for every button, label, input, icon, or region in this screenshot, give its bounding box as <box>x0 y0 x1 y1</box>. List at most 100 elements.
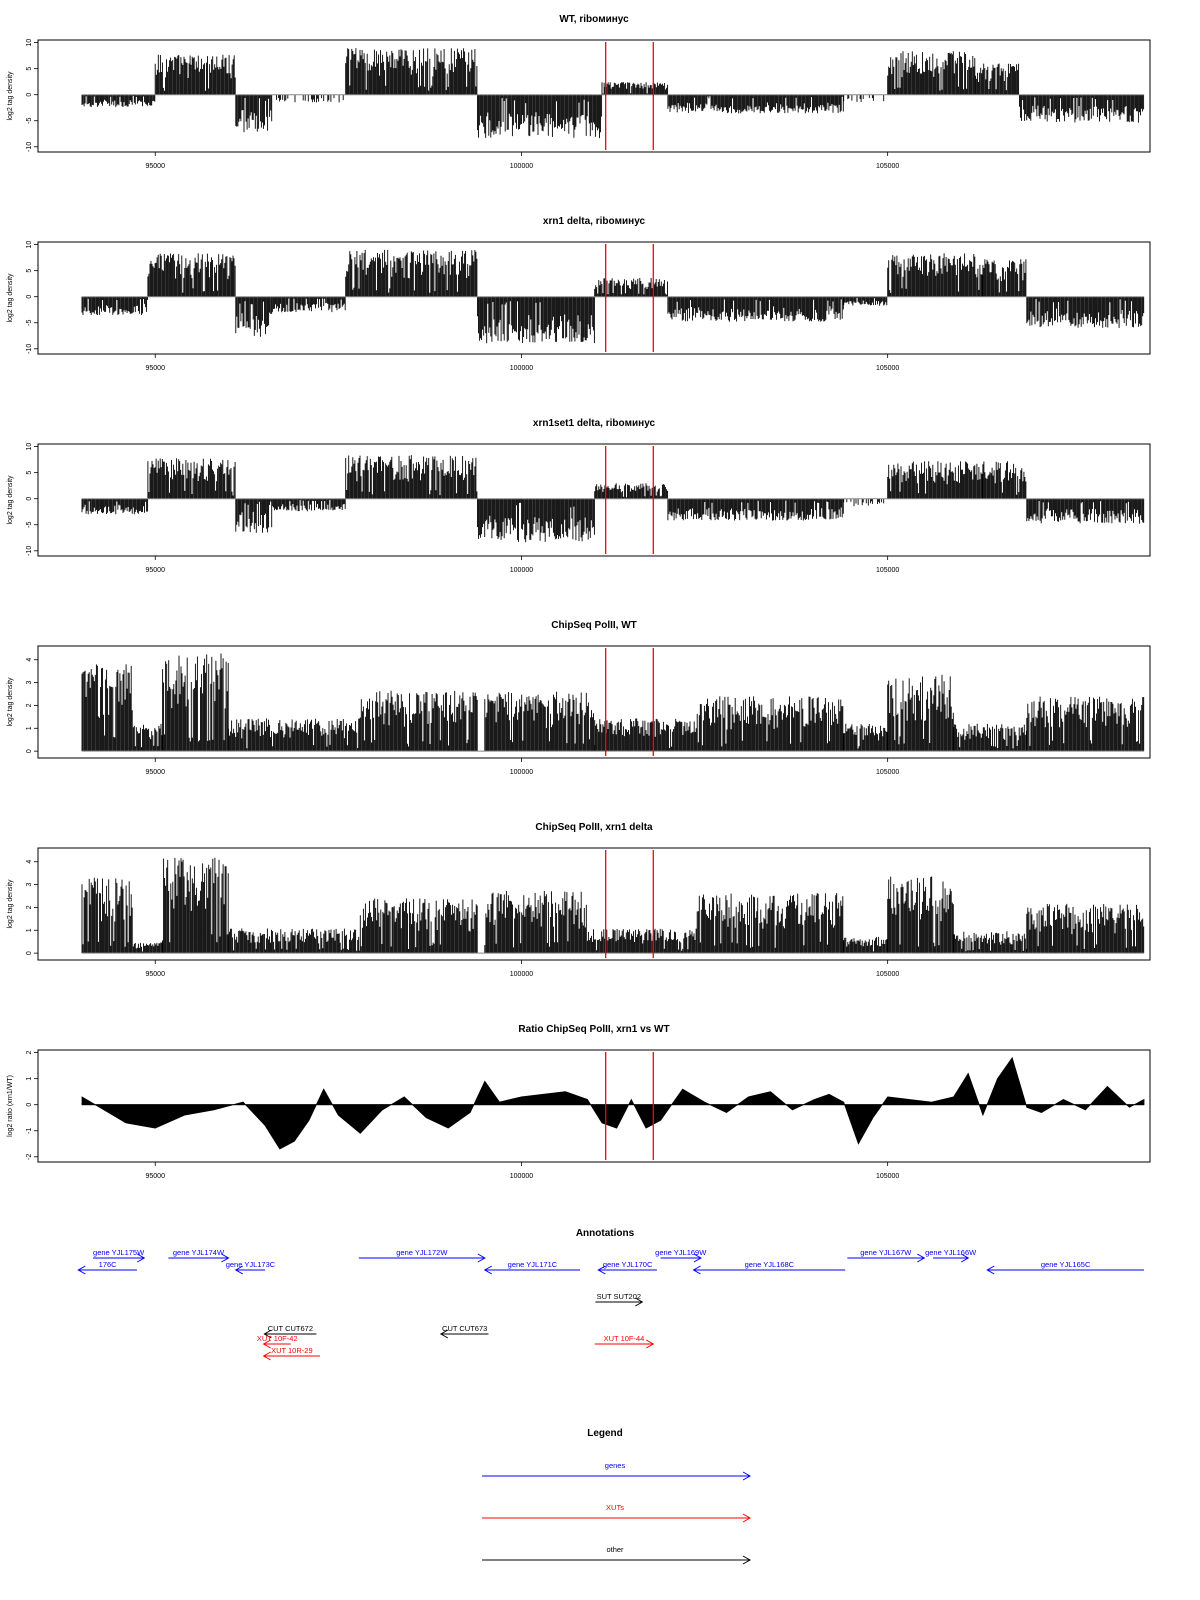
strand-arrow-icon <box>692 1265 701 1275</box>
annotation-feature: XUT 10F-44 <box>594 1334 655 1349</box>
y-tick-label: 2 <box>26 1051 33 1055</box>
annotation-feature: gene YJL165C <box>986 1260 1144 1275</box>
annotation-feature: CUT CUT673 <box>439 1324 489 1339</box>
y-tick-label: 2 <box>26 905 33 909</box>
feature-label: gene YJL168C <box>745 1260 795 1269</box>
x-tick-label: 100000 <box>510 769 533 776</box>
x-tick-label: 95000 <box>146 163 166 170</box>
feature-label: gene YJL172W <box>396 1248 448 1257</box>
x-tick-label: 95000 <box>146 971 166 978</box>
density-bars <box>81 48 1145 139</box>
y-tick-label: 0 <box>26 1103 33 1107</box>
strand-arrow-icon <box>77 1265 86 1275</box>
y-tick-label: 1 <box>26 1077 33 1081</box>
y-tick-label: 4 <box>26 860 33 864</box>
panel-title: Ratio ChipSeq PolII, xrn1 vs WT <box>518 1024 669 1035</box>
annotation-feature: gene YJL168C <box>692 1260 846 1275</box>
legend-label: XUTs <box>606 1503 624 1512</box>
x-tick-label: 95000 <box>146 769 166 776</box>
strand-arrow-icon <box>986 1265 995 1275</box>
x-tick-label: 95000 <box>146 1173 166 1180</box>
legend-label: other <box>606 1545 624 1554</box>
data-series <box>81 1056 1145 1150</box>
chart-panel: WT, riboминус log2 tag density -10 -5 0 5 10 95… <box>7 14 1151 170</box>
x-tick-label: 100000 <box>510 567 533 574</box>
annotation-feature: gene YJL174W <box>168 1248 230 1263</box>
x-tick-label: 105000 <box>876 971 899 978</box>
density-bars <box>81 653 1145 752</box>
strand-arrow-icon <box>477 1253 486 1263</box>
strand-arrow-icon <box>635 1297 644 1307</box>
strand-arrow-icon <box>439 1329 449 1339</box>
strand-arrow-icon <box>263 1329 272 1339</box>
feature-label: SUT SUT202 <box>597 1292 641 1301</box>
x-tick-label: 105000 <box>876 365 899 372</box>
x-tick-label: 95000 <box>146 365 166 372</box>
x-tick-label: 105000 <box>876 769 899 776</box>
y-axis-label: log2 tag density <box>7 71 14 121</box>
legend-title: Legend <box>587 1428 623 1439</box>
strand-arrow-icon <box>646 1339 655 1349</box>
y-tick-label: 4 <box>26 658 33 662</box>
legend-section: Legend genes XUTs other <box>482 1428 752 1565</box>
feature-label: gene YJL170C <box>603 1260 653 1269</box>
y-tick-label: -5 <box>26 320 33 326</box>
feature-label: XUT 10F-44 <box>604 1334 645 1343</box>
feature-label: gene YJL169W <box>655 1248 707 1257</box>
density-bars <box>81 857 1145 954</box>
panel-title: xrn1set1 delta, riboминус <box>533 418 656 429</box>
chart-panel: Ratio ChipSeq PolII, xrn1 vs WT log2 rati… <box>7 1024 1151 1180</box>
chart-panel: xrn1 delta, riboминус log2 tag density -10… <box>7 216 1151 372</box>
feature-label: gene YJL165C <box>1041 1260 1091 1269</box>
y-tick-label: 0 <box>26 93 33 97</box>
data-series <box>81 653 1145 752</box>
legend-label: genes <box>605 1461 626 1470</box>
y-tick-label: -5 <box>26 118 33 124</box>
y-tick-label: 10 <box>26 443 33 451</box>
feature-label: CUT CUT673 <box>442 1324 487 1333</box>
y-axis-label: log2 tag density <box>7 879 14 929</box>
annotation-feature: gene YJL175W <box>92 1248 146 1263</box>
annotation-feature: gene YJL169W <box>655 1248 707 1263</box>
y-tick-label: -10 <box>26 142 33 152</box>
y-tick-label: 5 <box>26 67 33 71</box>
strand-arrow-icon <box>483 1265 493 1275</box>
feature-label: 176C <box>99 1260 118 1269</box>
strand-arrow-icon <box>234 1265 244 1275</box>
y-tick-label: 3 <box>26 883 33 887</box>
y-tick-label: 0 <box>26 749 33 753</box>
chart-panel: xrn1set1 delta, riboминус log2 tag densit… <box>7 418 1151 574</box>
y-tick-label: 0 <box>26 951 33 955</box>
strand-arrow-icon <box>960 1253 970 1263</box>
annotation-feature: XUT 10R-29 <box>262 1346 321 1361</box>
strand-arrow-icon <box>221 1253 230 1263</box>
y-tick-label: 0 <box>26 497 33 501</box>
legend-entry: XUTs <box>482 1503 752 1523</box>
panel-title: ChipSeq PolII, xrn1 delta <box>535 822 653 833</box>
y-tick-label: 0 <box>26 295 33 299</box>
data-series <box>81 857 1145 954</box>
data-series <box>81 249 1145 344</box>
y-tick-label: -10 <box>26 344 33 354</box>
feature-label: gene YJL166W <box>925 1248 977 1257</box>
x-tick-label: 105000 <box>876 163 899 170</box>
feature-label: gene YJL167W <box>860 1248 912 1257</box>
x-tick-label: 100000 <box>510 971 533 978</box>
y-axis-label: log2 ratio (xrn1/WT) <box>7 1075 14 1137</box>
chart-panel: ChipSeq PolII, WT log2 tag density 0 1 2 3 4 95… <box>7 620 1151 776</box>
annotation-feature: gene YJL167W <box>847 1248 926 1263</box>
legend-arrow-icon <box>742 1513 752 1523</box>
chart-panel: ChipSeq PolII, xrn1 delta log2 tag densit… <box>7 822 1151 978</box>
feature-label: CUT CUT672 <box>268 1324 313 1333</box>
data-series <box>81 455 1145 543</box>
strand-arrow-icon <box>262 1339 271 1349</box>
ratio-area <box>81 1056 1145 1150</box>
strand-arrow-icon <box>597 1265 606 1275</box>
y-tick-label: 5 <box>26 269 33 273</box>
panel-title: xrn1 delta, riboминус <box>543 216 646 227</box>
panel-title: ChipSeq PolII, WT <box>551 620 637 631</box>
annotations-section: Annotations 176C gene YJL175W gene YJL174W… <box>77 1228 1144 1361</box>
x-tick-label: 95000 <box>146 567 166 574</box>
annotation-feature: CUT CUT672 <box>263 1324 317 1339</box>
